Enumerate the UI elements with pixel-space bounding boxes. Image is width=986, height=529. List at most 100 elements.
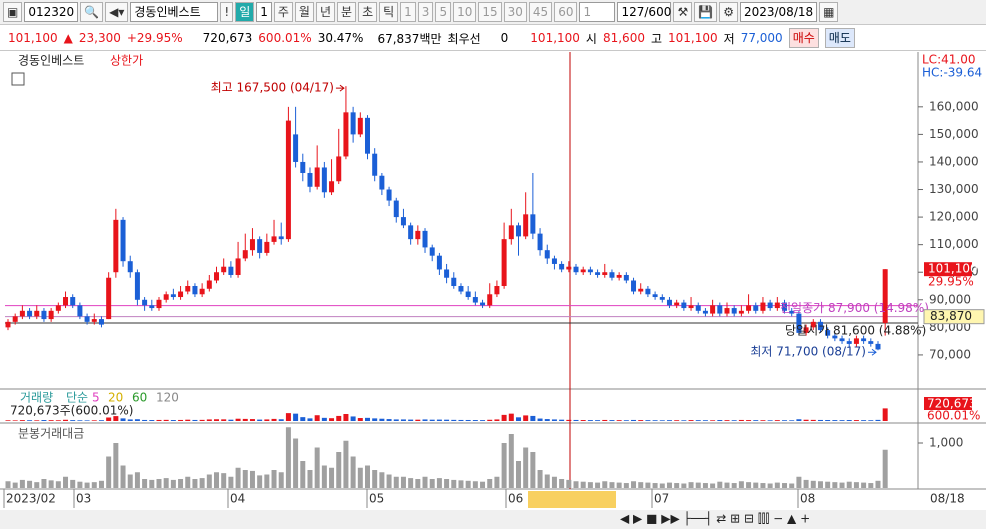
volume-bar — [19, 420, 25, 421]
candle-body — [5, 321, 11, 328]
volume-last-box — [924, 397, 972, 410]
amount-bar — [789, 483, 795, 488]
minute-button[interactable]: 60 — [554, 2, 578, 22]
table-icon[interactable] — [11, 72, 25, 86]
date[interactable]: 2023/08/18 — [739, 2, 818, 22]
sound-button[interactable]: ◀▾ — [105, 2, 129, 22]
stock-name[interactable]: 경동인베스트 — [130, 2, 219, 22]
amount-bar — [106, 456, 112, 488]
candle-body — [178, 291, 184, 298]
alert-button[interactable]: ! — [220, 2, 234, 22]
limit-badge: 상한가 — [110, 54, 143, 68]
candle-body — [846, 341, 852, 344]
candle-body — [616, 274, 622, 278]
best-price: 101,100 — [530, 31, 580, 45]
candle-body — [19, 310, 25, 317]
amount-bar — [436, 478, 442, 488]
minute-button[interactable]: 1 — [400, 2, 416, 22]
amount: 67,837백만 — [377, 31, 442, 46]
candle-body — [307, 172, 313, 187]
candle-body — [343, 112, 349, 157]
candle-body — [882, 269, 888, 323]
volume-bar — [566, 419, 572, 421]
minute-button[interactable]: 10 — [453, 2, 477, 22]
nav-buttons[interactable]: ◀ ▶ ■ ▶▶ ├──┤ ⇄ ⊞ ⊟ ⫿⫿⫿ − ▲ + — [620, 511, 810, 526]
volume-bar — [278, 419, 284, 421]
amount-bar — [487, 479, 493, 488]
unit-button[interactable]: 분 — [337, 2, 357, 22]
volume-bar — [98, 420, 104, 421]
volume-bar — [666, 420, 672, 421]
candle-body — [329, 181, 335, 193]
unit-button[interactable]: 틱 — [379, 2, 399, 22]
unit-button[interactable]: 월 — [294, 2, 314, 22]
amount-bar — [242, 470, 248, 488]
candle-body — [242, 250, 248, 259]
best: 0 — [500, 31, 509, 45]
unit-button[interactable]: 주 — [273, 2, 293, 22]
volume-bar — [170, 420, 176, 421]
unit-button[interactable]: 초 — [358, 2, 378, 22]
bottom-toolbar — [0, 510, 986, 529]
period-button[interactable]: 일 — [235, 2, 255, 22]
ref-box — [923, 309, 985, 325]
amount-bar — [738, 481, 744, 488]
volume-summary: 720,673주(600.01%) — [10, 404, 133, 418]
volume-bar — [192, 419, 198, 421]
candle-body — [27, 310, 33, 317]
amount-bar — [753, 482, 759, 488]
x-tick-label: 05 — [369, 492, 384, 506]
volume-bar — [55, 420, 61, 421]
amount-bar — [580, 481, 586, 488]
x-tick-label: 2023/02 — [6, 492, 56, 506]
stock-code[interactable]: 012320 — [24, 2, 79, 22]
amount-bar — [695, 482, 701, 488]
amount-bar — [221, 473, 227, 488]
volume-bar — [379, 418, 385, 421]
volume-bar — [609, 420, 615, 421]
volume-last-rate: 600.01% — [927, 409, 980, 423]
minute-button[interactable]: 30 — [503, 2, 527, 22]
candle-body — [149, 305, 155, 309]
minute-button[interactable]: 5 — [435, 2, 452, 22]
candle-body — [422, 230, 428, 248]
volume-bar — [530, 415, 536, 421]
candle-body — [523, 214, 529, 237]
volume-bar — [329, 418, 335, 421]
buy-button[interactable]: 매수 — [788, 28, 819, 48]
tool-button[interactable]: ⚒ — [673, 2, 693, 22]
minute-button[interactable]: 45 — [528, 2, 553, 22]
amount-bar — [631, 481, 637, 488]
menu-button[interactable]: ▣ — [3, 2, 23, 22]
search-button[interactable]: 🔍 — [80, 2, 104, 22]
amount-bar — [803, 479, 809, 488]
volume-bar — [760, 420, 766, 421]
minute-button[interactable]: 3 — [417, 2, 434, 22]
sell-button[interactable]: 매도 — [824, 28, 855, 48]
candle-body — [300, 161, 306, 173]
candle-body — [264, 241, 270, 253]
x-tick-label: 03 — [76, 492, 91, 506]
candle-body — [638, 288, 644, 292]
candle-body — [336, 156, 342, 182]
count: 127/600 — [617, 2, 672, 22]
volume-bar — [832, 420, 838, 421]
unit-button[interactable]: 년 — [315, 2, 336, 22]
minute-button[interactable]: 15 — [478, 2, 502, 22]
amount-bar — [84, 482, 90, 488]
candle-body — [192, 286, 198, 295]
amount-bar — [408, 478, 414, 488]
period-number[interactable]: 1 — [256, 2, 272, 22]
volume-bar — [595, 420, 601, 421]
settings-button[interactable]: ⚙ — [719, 2, 738, 22]
candle-body — [803, 327, 809, 333]
count-select[interactable]: 1 — [579, 2, 616, 22]
save-button[interactable]: 💾 — [694, 2, 718, 22]
candle-body — [702, 310, 708, 314]
calendar-button[interactable]: ▦ — [819, 2, 839, 22]
volume-bar — [738, 419, 744, 421]
volume-bar — [731, 420, 737, 421]
candle-body — [853, 338, 859, 344]
volume-bar — [544, 419, 550, 421]
